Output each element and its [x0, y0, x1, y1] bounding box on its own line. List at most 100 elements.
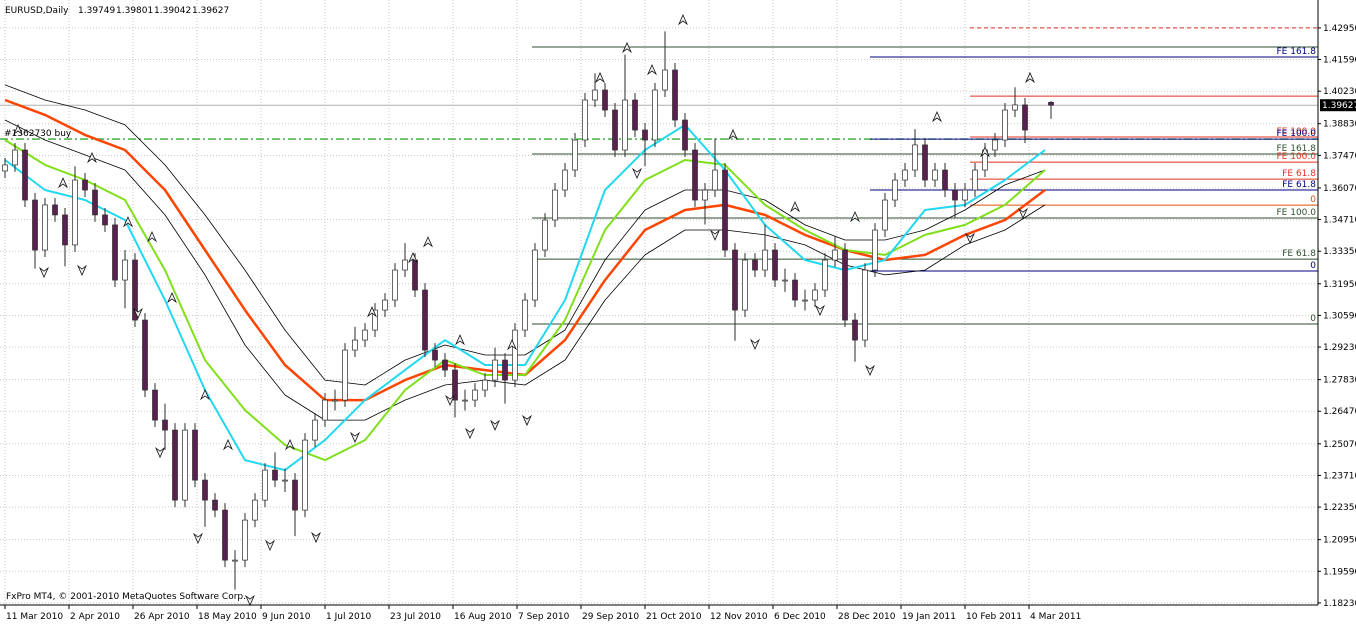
y-tick-label: 1.29230 [1323, 343, 1356, 353]
y-tick-label: 1.18230 [1323, 599, 1356, 609]
candle-body [902, 169, 908, 181]
fractal-up [167, 291, 177, 304]
candle-body [912, 144, 918, 171]
candle-body [572, 139, 578, 171]
candle-body [1022, 104, 1028, 131]
fractal-up [408, 251, 418, 264]
candle-body [742, 259, 748, 311]
candle-body [672, 69, 678, 121]
fractal-down [965, 232, 975, 244]
fractal-up [980, 146, 990, 158]
candle-body [62, 214, 68, 246]
y-tick-label: 1.20950 [1323, 536, 1356, 546]
candle-body [852, 319, 858, 341]
fractal-down [750, 338, 760, 351]
x-tick-label: 21 Oct 2010 [646, 612, 702, 622]
y-tick-label: 1.27830 [1323, 376, 1356, 386]
y-tick-label: 1.38830 [1323, 120, 1356, 130]
y-tick-label: 1.23710 [1323, 471, 1356, 481]
level-label: #1362730 buy [4, 129, 72, 139]
candle-body [42, 204, 48, 251]
fractal-up [87, 151, 97, 164]
level-label: 0 [1310, 314, 1316, 324]
candle-body [202, 479, 208, 501]
fractal-down [632, 167, 642, 180]
candle-body [1002, 109, 1008, 141]
y-tick-label: 1.19590 [1323, 567, 1356, 577]
fractal-down [490, 419, 500, 431]
levels: FE 161.8#1362730 buy FE 100.0FE 100.0FE 1… [0, 27, 1318, 325]
candle-body [262, 469, 268, 501]
x-tick-label: 12 Nov 2010 [710, 612, 768, 622]
fractal-up [728, 128, 738, 141]
fractal-up [932, 111, 942, 123]
candle-body [292, 479, 298, 511]
candles [2, 31, 1054, 590]
candle-body [802, 299, 808, 302]
candle-body [462, 399, 468, 402]
ohlc-value: 1.39801 [116, 6, 153, 16]
candle-body [332, 399, 338, 402]
x-tick-label: 29 Sep 2010 [582, 612, 639, 622]
candle-body [12, 149, 18, 166]
candle-body [312, 419, 318, 441]
level-label: FE 161.8 [1277, 47, 1317, 57]
ohlc-value: 1.39042 [154, 6, 191, 16]
x-tick-label: 1 Jul 2010 [326, 612, 371, 622]
candle-body [812, 289, 818, 301]
candle-body [172, 429, 178, 501]
fractal-down [133, 307, 143, 320]
fractal-down [710, 229, 720, 241]
fractal-up [647, 64, 657, 76]
fractal-up [595, 71, 605, 84]
fractal-down [193, 532, 203, 544]
fractal-up [285, 438, 295, 451]
candle-body [552, 189, 558, 221]
fractal-up [58, 177, 68, 189]
candle-body [842, 249, 848, 321]
candle-body [482, 379, 488, 391]
fractal-down [865, 364, 875, 377]
candle-body [732, 249, 738, 311]
level-label: FE 100.0 [1277, 208, 1317, 218]
candle-body [452, 369, 458, 401]
fractal-down [265, 539, 275, 551]
candle-body [882, 199, 888, 231]
fractal-up [507, 338, 517, 351]
candle-body [392, 269, 398, 301]
price-tag [1320, 99, 1356, 112]
fractal-up [13, 124, 23, 136]
x-tick-label: 19 Jan 2011 [902, 612, 956, 622]
candle-body [112, 224, 118, 281]
candle-body [362, 329, 368, 341]
candle-body [422, 289, 428, 351]
price-tag-label: 1.39627 [1322, 101, 1356, 111]
fractal-down [350, 431, 360, 444]
candle-body [582, 99, 588, 141]
y-tick-label: 1.34710 [1323, 216, 1356, 226]
candle-body [2, 164, 8, 172]
candle-body [232, 559, 238, 562]
fractal-up [678, 14, 688, 26]
y-tick-label: 1.22350 [1323, 503, 1356, 513]
candle-body [32, 199, 38, 251]
candle-body [962, 189, 968, 201]
candle-body [242, 519, 248, 561]
indicator-line [4, 119, 1046, 421]
candle-body [952, 189, 958, 201]
fractal-up [367, 306, 377, 318]
candle-body [92, 189, 98, 216]
candle-body [72, 179, 78, 246]
candle-body [22, 149, 28, 201]
fractal-up [790, 201, 800, 213]
x-tick-label: 10 Feb 2011 [966, 612, 1022, 622]
candle-body [622, 99, 628, 151]
fractal-down [245, 594, 255, 607]
candle-body [322, 399, 328, 421]
candle-body [302, 439, 308, 511]
ohlc-value: 1.39749 [78, 6, 115, 16]
candle-body [182, 429, 188, 501]
